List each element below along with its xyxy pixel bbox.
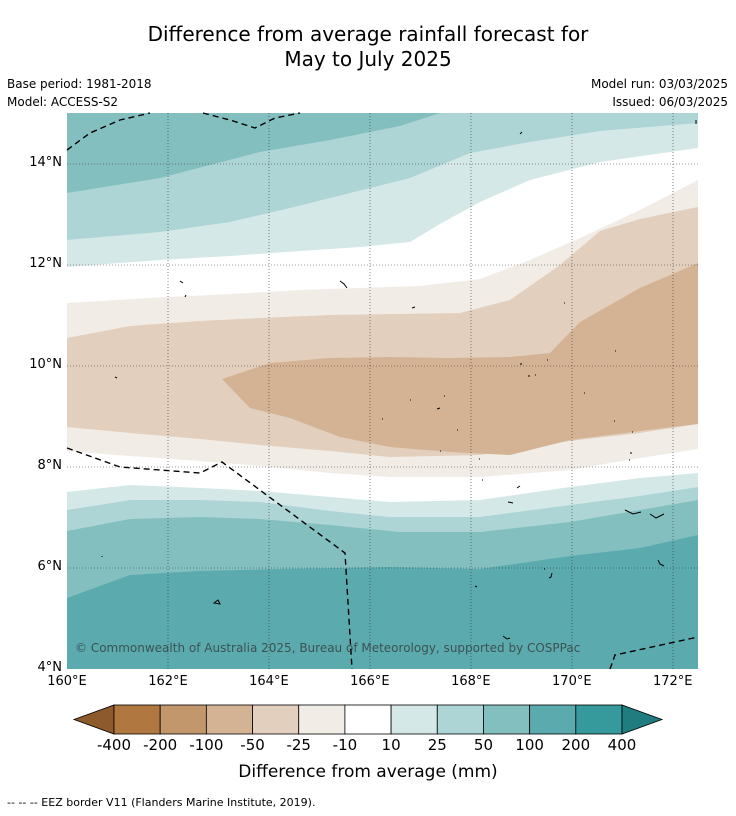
eez-border-north-2: [202, 112, 301, 129]
y-tick-label: 10°N: [29, 356, 62, 372]
colorbar-swatch: [483, 704, 531, 735]
x-tick-label: 168°E: [451, 674, 491, 689]
colorbar-swatch: [575, 704, 623, 735]
colorbar-extend-low: [72, 704, 115, 735]
island: [502, 635, 511, 640]
gridlines: [67, 113, 698, 669]
colorbar-title: Difference from average (mm): [238, 762, 498, 782]
colorbar-swatch: [298, 704, 346, 735]
island: [482, 479, 521, 504]
islands: [101, 120, 697, 640]
island: [339, 280, 348, 289]
island: [212, 599, 221, 605]
y-tick-label: 6°N: [37, 558, 63, 574]
island: [411, 306, 416, 309]
island: [519, 131, 523, 135]
map-title: Difference from average rainfall forecas…: [0, 22, 736, 72]
x-tick-label: 166°E: [350, 674, 390, 689]
island: [179, 280, 184, 284]
colorbar-tick-label: 10: [381, 736, 401, 754]
model-run-text: Model run: 03/03/2025: [590, 77, 728, 91]
eez-border-north: [66, 112, 151, 151]
eez-border: [66, 112, 699, 670]
colorbar-swatch: [390, 704, 438, 735]
colorbar-tick-label: 400: [607, 736, 637, 754]
colorbar-swatch: [436, 704, 484, 735]
colorbar-tick-label: 100: [515, 736, 544, 754]
map-title-line1: Difference from average rainfall forecas…: [147, 22, 589, 46]
colorbar-swatch: [205, 704, 253, 735]
colorbar-tick-label: -400: [96, 736, 132, 754]
meta-right: Model run: 03/03/2025 Issued: 06/03/2025: [591, 75, 728, 111]
island: [114, 376, 118, 379]
colorbar-tick-label: 25: [427, 736, 447, 754]
colorbar-swatch: [252, 704, 300, 735]
island: [649, 513, 665, 519]
island: [547, 350, 616, 394]
island: [410, 395, 445, 410]
island: [520, 363, 536, 377]
eez-border-east: [609, 636, 699, 670]
island: [544, 568, 553, 579]
colorbar-tick-label: -100: [189, 736, 224, 754]
rainfall-field: [67, 113, 698, 669]
island: [440, 450, 632, 461]
colorbar-tick-label: -200: [143, 736, 178, 754]
colorbar-swatch: [344, 704, 392, 735]
colorbar-tick-label: -25: [286, 736, 311, 754]
island: [624, 509, 642, 515]
model-text: Model: ACCESS-S2: [7, 95, 119, 109]
colorbar: [72, 704, 664, 735]
island: [382, 418, 633, 433]
colorbar-tick-label: 50: [473, 736, 493, 754]
colorbar-swatch: [159, 704, 207, 735]
y-tick-label: 14°N: [29, 154, 62, 170]
colorbar-tick-label: -50: [240, 736, 265, 754]
band-minus100-minus50: [222, 263, 698, 455]
x-tick-label: 172°E: [652, 674, 693, 689]
issued-text: Issued: 06/03/2025: [612, 95, 728, 109]
y-tick-label: 8°N: [37, 457, 63, 473]
island: [657, 559, 665, 567]
x-tick-label: 164°E: [249, 674, 289, 689]
meta-left: Base period: 1981-2018 Model: ACCESS-S2: [7, 75, 152, 111]
y-tick-label: 12°N: [29, 255, 62, 271]
map-title-line2: May to July 2025: [284, 47, 452, 71]
island: [101, 556, 478, 588]
colorbar-tick-label: 200: [561, 736, 591, 754]
y-tick-label: 4°N: [37, 660, 63, 675]
footnote-text: -- -- -- EEZ border V11 (Flanders Marine…: [7, 796, 316, 809]
x-tick-label: 170°E: [552, 674, 592, 689]
colorbar-extend-high: [621, 704, 664, 735]
base-period-text: Base period: 1981-2018: [7, 77, 152, 91]
colorbar-swatch: [529, 704, 577, 735]
copyright-text: © Commonwealth of Australia 2025, Bureau…: [75, 641, 581, 655]
colorbar-swatch: [113, 704, 161, 735]
x-tick-label: 160°E: [47, 674, 87, 689]
colorbar-tick-label: -10: [332, 736, 358, 754]
island: [184, 294, 187, 298]
eez-border-west: [66, 447, 353, 670]
x-tick-label: 162°E: [148, 674, 188, 689]
